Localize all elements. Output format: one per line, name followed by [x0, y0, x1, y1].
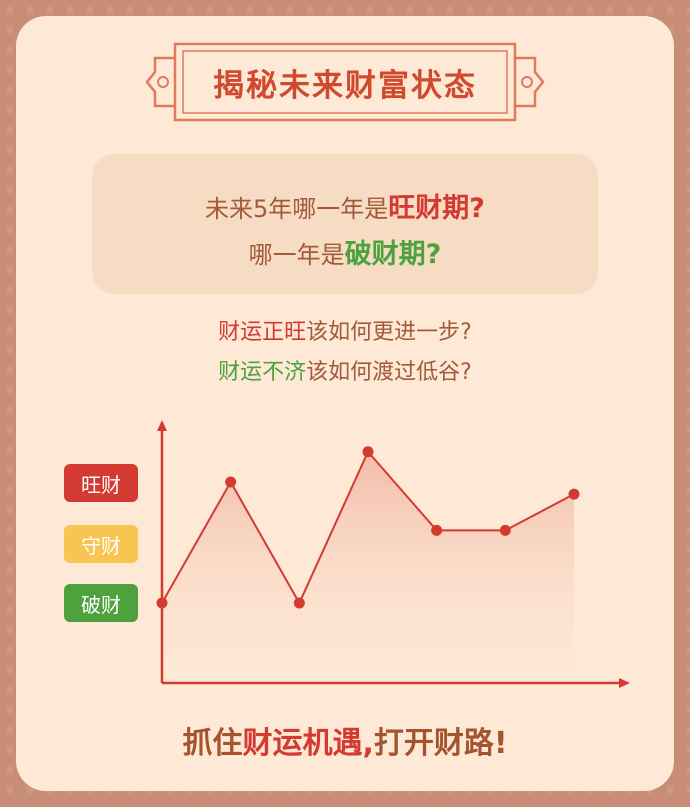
question-line-1: 未来5年哪一年是旺财期?: [92, 186, 598, 225]
subtitle-2-highlight: 财运不济: [218, 360, 307, 385]
title-frame-ornament: [145, 42, 545, 122]
chart-point-1: [156, 597, 168, 609]
subtitle-1-highlight: 财运正旺: [218, 320, 307, 345]
chart-point-6: [499, 524, 511, 536]
chart-area-fill: [162, 451, 574, 683]
title-banner: 揭秘未来财富状态: [145, 40, 545, 124]
chart-point-3: [293, 597, 305, 609]
page-title: 揭秘未来财富状态: [213, 67, 477, 104]
y-axis-arrow: [157, 420, 167, 431]
question-line-2-prefix: 哪一年是: [248, 241, 345, 269]
legend-wang-badge: 旺财: [64, 464, 138, 502]
question-line-1-prefix: 未来5年哪一年是: [205, 195, 389, 223]
subtitle-1-rest: 该如何更进一步?: [306, 320, 472, 345]
chart-point-2: [225, 476, 237, 488]
footer-highlight: 财运机遇,: [242, 726, 374, 761]
subtitle-line-1: 财运正旺该如何更进一步?: [0, 314, 690, 346]
chart-point-7: [568, 488, 580, 500]
subtitle-2-rest: 该如何渡过低谷?: [306, 360, 472, 385]
chart-point-4: [362, 446, 374, 458]
legend-shou-badge: 守财: [64, 525, 138, 563]
footer-prefix: 抓住: [182, 726, 243, 761]
question-po-highlight: 破财期?: [344, 239, 442, 270]
question-line-2: 哪一年是破财期?: [92, 232, 598, 271]
legend-po-badge: 破财: [64, 584, 138, 622]
footer-slogan: 抓住财运机遇,打开财路!: [0, 718, 690, 762]
x-axis-arrow: [619, 678, 630, 688]
question-box: 未来5年哪一年是旺财期? 哪一年是破财期?: [92, 154, 598, 294]
chart-point-5: [431, 524, 443, 536]
subtitle-line-2: 财运不济该如何渡过低谷?: [0, 354, 690, 386]
question-wang-highlight: 旺财期?: [388, 193, 485, 224]
footer-rest: 打开财路!: [373, 726, 508, 761]
